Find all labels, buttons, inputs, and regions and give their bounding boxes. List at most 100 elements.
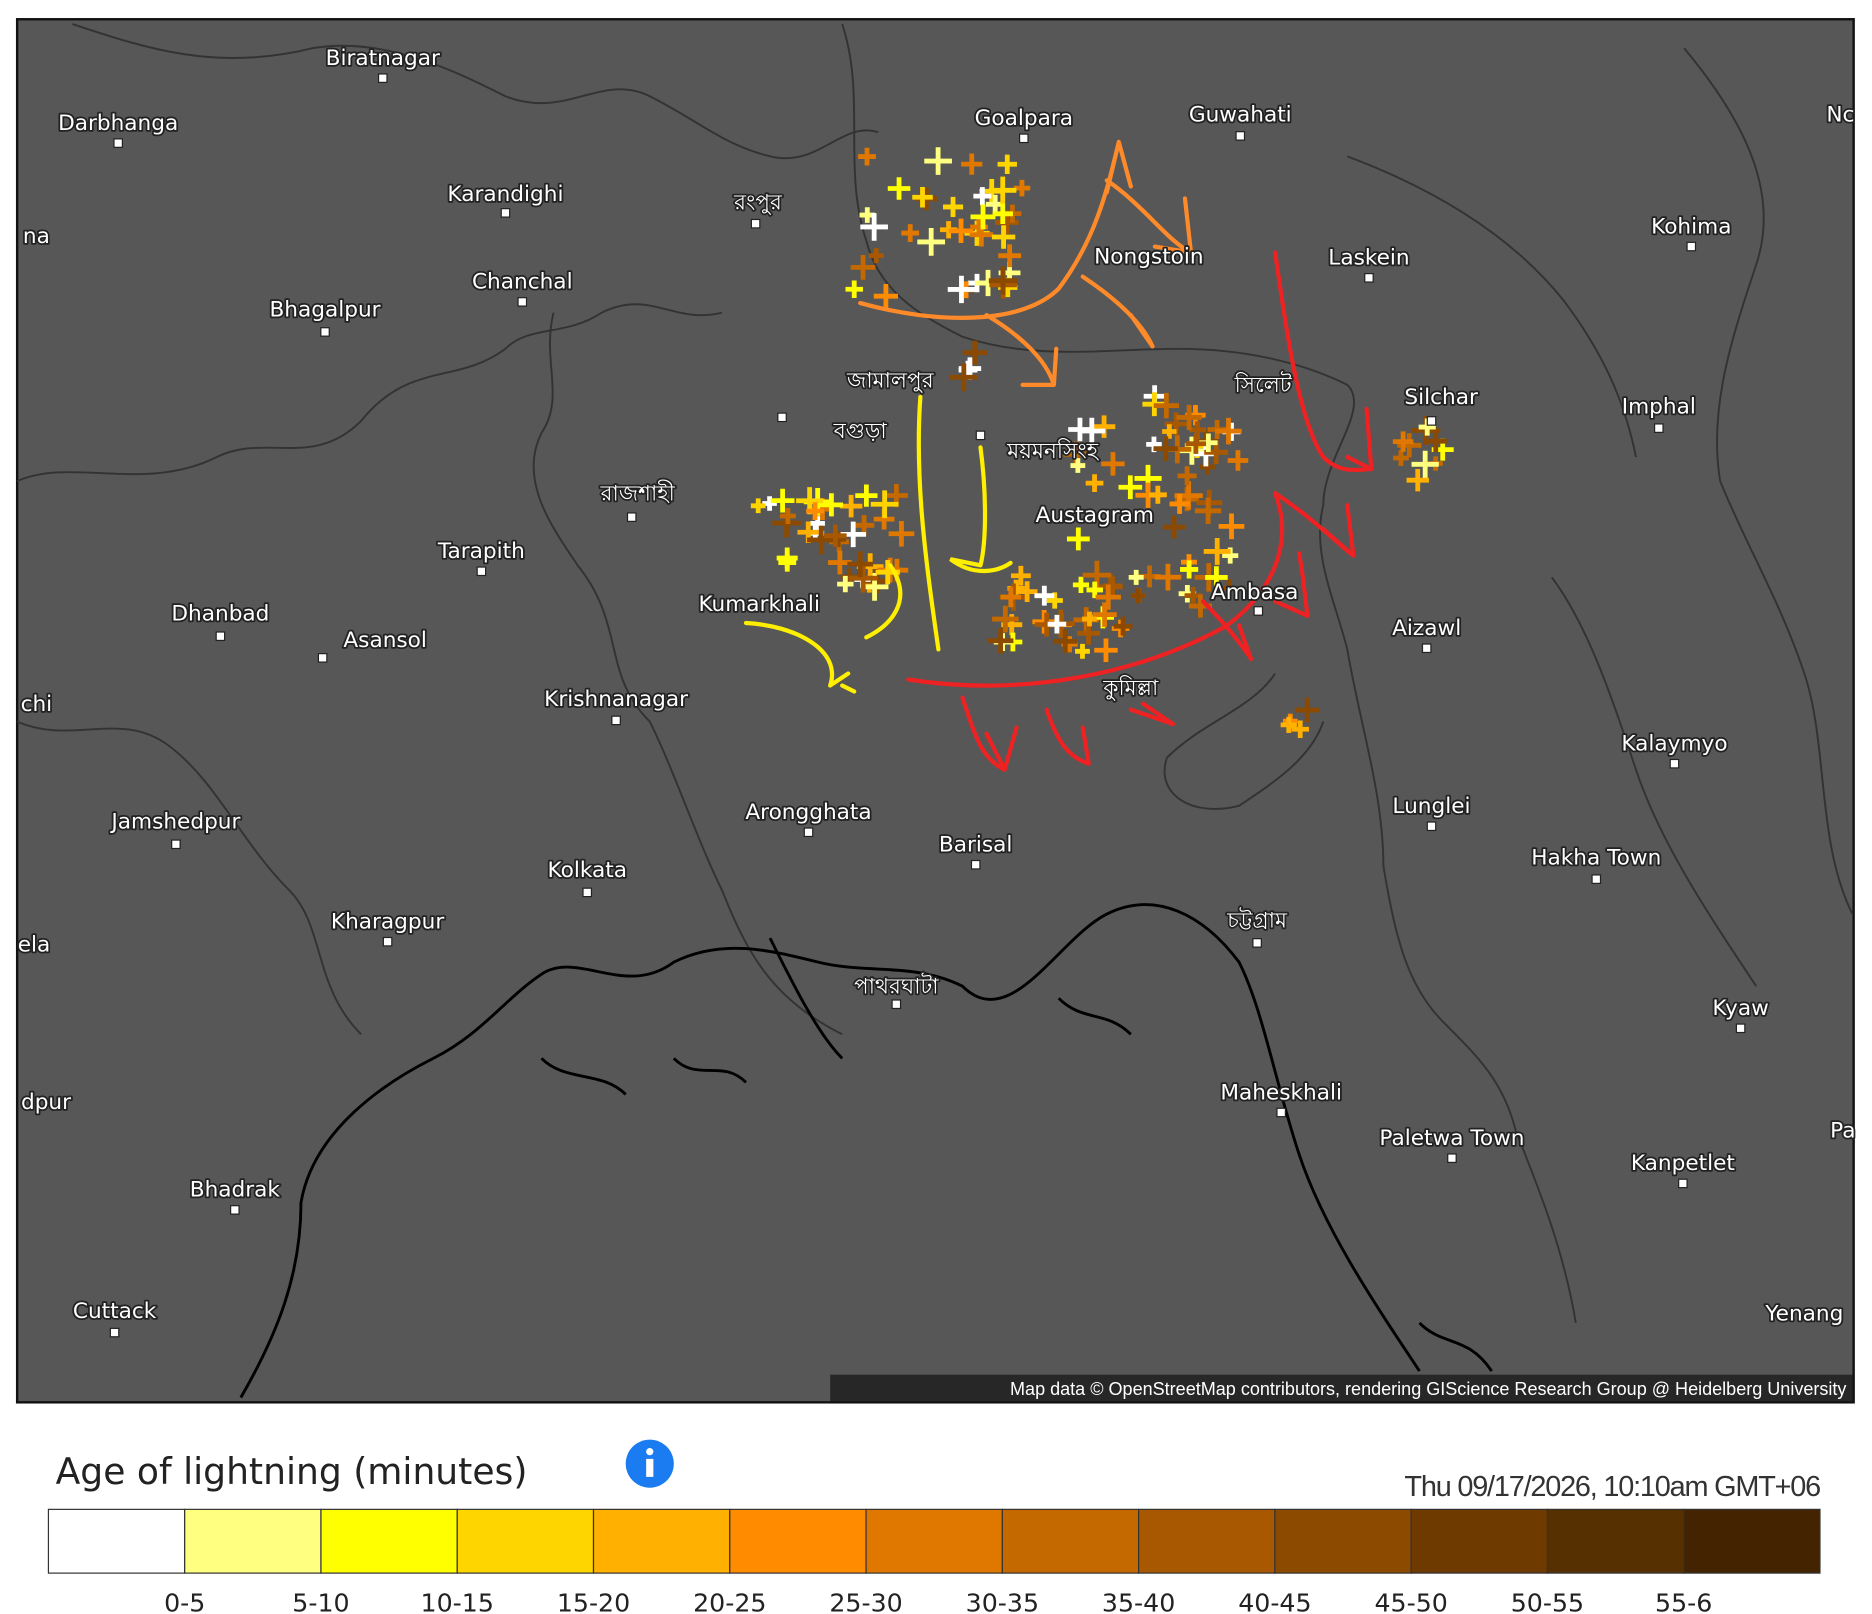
place-label: Bhadrak <box>190 1178 281 1203</box>
place-dot <box>1364 273 1374 283</box>
strike <box>1016 581 1038 602</box>
timestamp: Thu 09/17/2026, 10:10am GMT+06 <box>1404 1471 1820 1503</box>
strike <box>924 147 952 175</box>
strike <box>1188 421 1207 439</box>
place-label: Kolkata <box>547 858 626 883</box>
legend-label: 40-45 <box>1238 1589 1311 1614</box>
place-label: Lunglei <box>1392 794 1470 819</box>
place-dot <box>171 839 181 850</box>
lightning-strikes <box>750 147 1454 739</box>
strike <box>1000 586 1022 608</box>
place-dot <box>1235 131 1246 141</box>
place-label: কুমিল্লা <box>1102 675 1159 701</box>
strike <box>1130 588 1146 604</box>
legend-label: 0-5 <box>164 1589 205 1614</box>
coastline <box>239 903 1493 1399</box>
strike <box>1010 565 1031 586</box>
strike <box>1082 611 1097 627</box>
place-dot <box>1678 1178 1688 1189</box>
place-dot <box>113 138 123 148</box>
strike <box>873 284 899 309</box>
legend-label: 20-25 <box>693 1589 766 1614</box>
strike <box>1034 585 1055 606</box>
place-label: Paletwa Town <box>1379 1126 1524 1151</box>
strike <box>839 494 863 518</box>
place-label: Cuttack <box>73 1299 157 1324</box>
legend-swatch <box>456 1508 595 1574</box>
strike <box>901 224 920 242</box>
place-dot <box>970 859 981 870</box>
legend-label: 50-55 <box>1511 1589 1584 1614</box>
place-dot <box>582 887 593 898</box>
legend-swatch <box>729 1508 867 1574</box>
place-dot <box>626 512 637 522</box>
place-label: রাজশাহী <box>600 479 676 506</box>
place-label: রংপুর <box>733 190 783 215</box>
strike <box>1280 716 1297 734</box>
place-label: Kanpetlet <box>1631 1151 1735 1176</box>
place-dot <box>215 631 226 642</box>
strike <box>1118 475 1143 500</box>
legend-swatch <box>865 1508 1003 1574</box>
strike <box>988 266 1018 295</box>
place-dot <box>1253 606 1264 616</box>
strike <box>947 275 976 304</box>
place-dot <box>611 715 621 726</box>
place-dot <box>320 327 330 337</box>
place-dot <box>382 936 393 947</box>
place-label: Kharagpur <box>331 909 444 934</box>
strike <box>1072 576 1090 593</box>
strike <box>779 508 796 524</box>
strike <box>950 363 978 392</box>
strike <box>973 187 992 206</box>
place-label: Silchar <box>1404 385 1478 410</box>
strike <box>1424 430 1447 453</box>
legend-label: 15-20 <box>557 1589 630 1614</box>
place-dot <box>1252 938 1262 948</box>
place-dot <box>1654 423 1664 433</box>
strike <box>824 524 847 548</box>
place-dot <box>1426 416 1437 426</box>
place-label: চট্টগ্রাম <box>1226 906 1288 933</box>
map-area <box>15 18 1855 1404</box>
strike <box>1092 415 1116 438</box>
place-label: Kalaymyo <box>1621 731 1727 756</box>
strike <box>750 498 766 514</box>
strike <box>1153 436 1179 462</box>
place-label: সিলেট <box>1234 371 1293 398</box>
strike <box>1203 537 1231 565</box>
strike <box>1218 513 1245 540</box>
legend-swatch <box>592 1508 731 1574</box>
place-label: বগুড়া <box>833 419 888 444</box>
place-label: Imphal <box>1622 395 1696 420</box>
place-dot <box>750 218 761 229</box>
place-label: na <box>23 224 50 249</box>
strike <box>806 525 836 555</box>
place-label: Ambasa <box>1211 580 1298 605</box>
place-dot <box>476 566 487 577</box>
strike <box>1291 720 1309 739</box>
info-icon[interactable] <box>625 1439 674 1488</box>
strike <box>1148 485 1167 504</box>
legend-swatch <box>1138 1508 1276 1574</box>
legend-label: 5-10 <box>292 1589 349 1614</box>
strike <box>1153 392 1180 419</box>
place-dot <box>975 430 986 441</box>
strike <box>1180 560 1199 579</box>
strike <box>1411 450 1439 478</box>
strike <box>1086 581 1103 599</box>
place-dot <box>109 1327 120 1338</box>
place-label: Karandighi <box>447 182 563 207</box>
place-label: Dhanbad <box>171 602 269 627</box>
strike <box>845 280 863 298</box>
place-label: Chanchal <box>472 270 573 295</box>
strike <box>888 520 915 547</box>
place-dot <box>377 73 388 83</box>
strike <box>858 147 876 166</box>
strike <box>1078 417 1106 445</box>
place-label: Aizawl <box>1392 616 1461 641</box>
place-label: ময়মনসিংহ <box>1006 438 1099 464</box>
strike <box>987 627 1014 654</box>
